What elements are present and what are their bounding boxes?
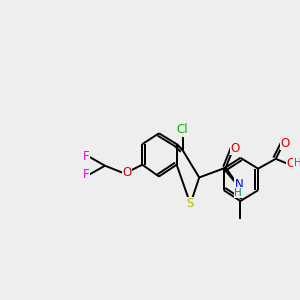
Text: S: S — [187, 197, 194, 211]
Text: N: N — [235, 178, 244, 191]
Text: Cl: Cl — [177, 123, 188, 136]
Text: O: O — [280, 136, 289, 150]
Text: O: O — [230, 142, 239, 154]
Text: F: F — [82, 168, 89, 181]
Text: O: O — [122, 166, 132, 179]
Text: F: F — [82, 150, 89, 164]
Text: H: H — [234, 188, 242, 198]
Text: O: O — [286, 157, 296, 170]
Text: H: H — [294, 158, 300, 168]
